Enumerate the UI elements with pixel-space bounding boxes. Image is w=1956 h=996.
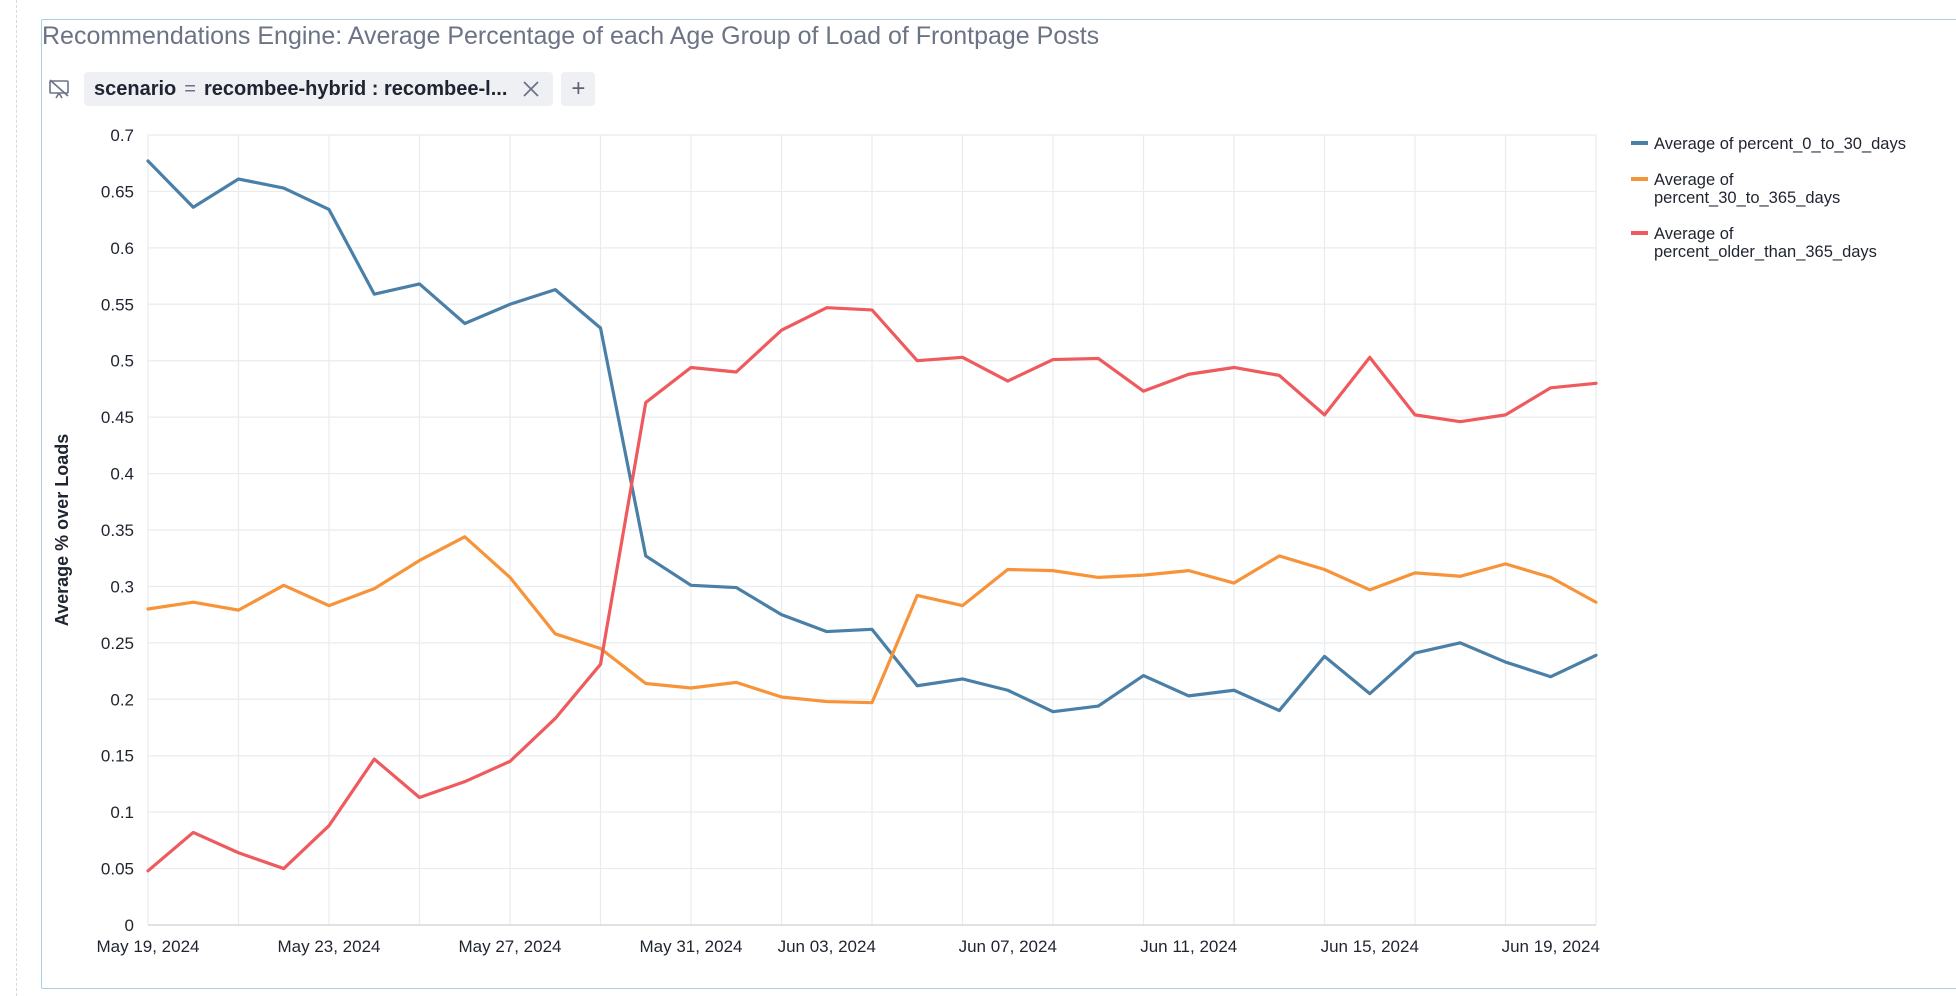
legend-label-1: Average of <box>1654 171 1734 189</box>
y-tick-label: 0.2 <box>110 690 134 709</box>
y-tick-label: 0.15 <box>101 747 134 766</box>
y-tick-label: 0.55 <box>101 295 134 314</box>
x-tick-label: May 23, 2024 <box>277 937 380 956</box>
y-tick-label: 0.1 <box>110 803 134 822</box>
y-tick-label: 0.4 <box>110 465 134 484</box>
presentation-off-icon[interactable] <box>44 74 74 104</box>
y-tick-label: 0.7 <box>110 126 134 145</box>
y-tick-label: 0.25 <box>101 634 134 653</box>
filter-chip[interactable]: scenario = recombee-hybrid : recombee-l.… <box>84 72 554 106</box>
x-tick-label: Jun 07, 2024 <box>959 937 1057 956</box>
x-tick-label: Jun 15, 2024 <box>1321 937 1419 956</box>
x-tick-label: May 19, 2024 <box>96 937 199 956</box>
close-icon[interactable] <box>521 79 541 99</box>
series-line-1 <box>146 535 1598 705</box>
x-tick-label: Jun 11, 2024 <box>1140 937 1237 956</box>
y-tick-label: 0.45 <box>101 408 134 427</box>
y-tick-label: 0.6 <box>110 239 134 258</box>
legend-label-2: Average of <box>1654 225 1734 243</box>
y-tick-label: 0.65 <box>101 182 134 201</box>
y-tick-label: 0.5 <box>110 352 134 371</box>
filter-operator: = <box>184 77 196 100</box>
filter-bar: scenario = recombee-hybrid : recombee-l.… <box>44 72 596 106</box>
add-filter-button[interactable]: + <box>561 72 596 106</box>
y-tick-label: 0.3 <box>110 577 134 596</box>
legend-label-0: Average of percent_0_to_30_days <box>1654 135 1906 153</box>
series-line-2 <box>146 306 1598 873</box>
x-tick-label: Jun 03, 2024 <box>778 937 876 956</box>
left-rail <box>16 0 17 996</box>
y-tick-label: 0 <box>125 916 134 935</box>
legend-label-2: percent_older_than_365_days <box>1654 243 1877 261</box>
y-tick-label: 0.35 <box>101 521 134 540</box>
chart-title: Recommendations Engine: Average Percenta… <box>42 22 1100 50</box>
x-tick-label: Jun 19, 2024 <box>1502 937 1600 956</box>
x-tick-label: May 31, 2024 <box>639 937 742 956</box>
series-line-0 <box>146 159 1598 714</box>
y-tick-label: 0.05 <box>101 860 134 879</box>
filter-field: scenario <box>94 77 177 100</box>
x-tick-label: May 27, 2024 <box>458 937 561 956</box>
legend-label-1: percent_30_to_365_days <box>1654 189 1840 207</box>
y-axis-label: Average % over Loads <box>52 434 72 626</box>
filter-value: recombee-hybrid : recombee-l... <box>203 77 508 100</box>
